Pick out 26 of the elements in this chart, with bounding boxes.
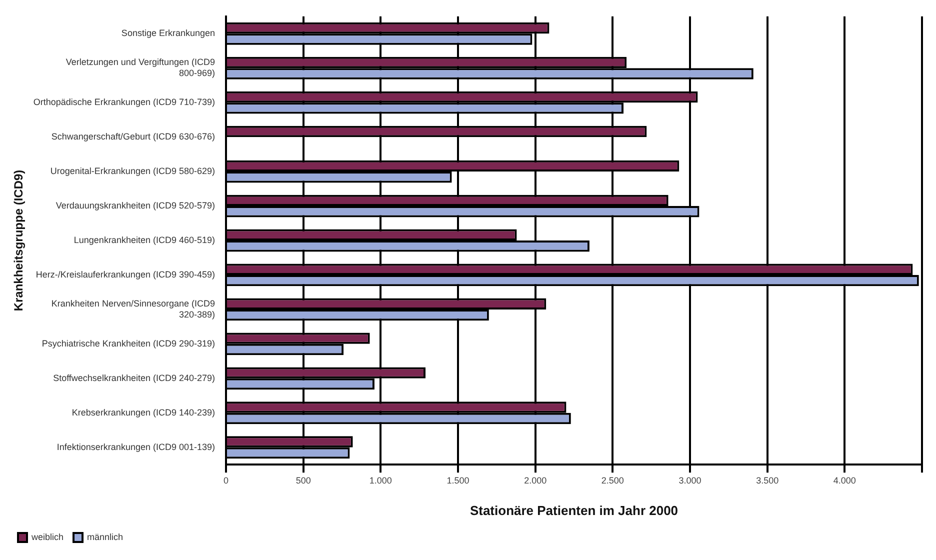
y-tick-label: Stoffwechselkrankheiten (ICD9 240-279) [53,372,215,383]
y-tick-label: Orthopädische Erkrankungen (ICD9 710-739) [33,97,215,108]
y-tick-label: Lungenkrankheiten (ICD9 460-519) [74,234,215,245]
x-tick-label: 1.500 [446,475,470,486]
y-tick-label: Schwangerschaft/Geburt (ICD9 630-676) [51,132,215,142]
y-tick-label: Krebserkrankungen (ICD9 140-239) [72,407,215,418]
legend-label: männlich [87,532,124,542]
y-tick-label: Urogenital-Erkrankungen (ICD9 580-629) [50,166,215,176]
x-tick-label: 0 [223,475,229,486]
y-tick-label: Infektionserkrankungen (ICD9 001-139) [56,442,215,452]
x-tick-label: 2.000 [524,475,547,486]
y-tick-label: Verdauungskrankheiten (ICD9 520-579) [56,200,215,211]
x-tick-label: 1.000 [369,475,392,486]
x-tick-label: 3.000 [678,475,702,486]
y-tick-label: Herz-/Kreislauferkrankungen (ICD9 390-459) [36,269,215,280]
x-tick-label: 4.000 [833,475,856,486]
y-tick-label: Sonstige Erkrankungen [121,28,215,38]
y-tick-label: Krankheiten Nerven/Sinnesorgane (ICD9 320-389) [51,298,215,320]
x-axis-title: Stationäre Patienten im Jahr 2000 [470,502,678,518]
y-axis-title: Krankheitsgruppe (ICD9) [12,170,26,312]
x-tick-label: 2.500 [601,475,624,486]
x-tick-label: 3.500 [756,475,779,486]
y-tick-label: Verletzungen und Vergiftungen (ICD9 800-969) [66,57,215,78]
y-tick-label: Psychiatrische Krankheiten (ICD9 290-319) [42,338,215,348]
x-tick-label: 500 [296,475,311,486]
legend-label: weiblich [30,532,64,542]
